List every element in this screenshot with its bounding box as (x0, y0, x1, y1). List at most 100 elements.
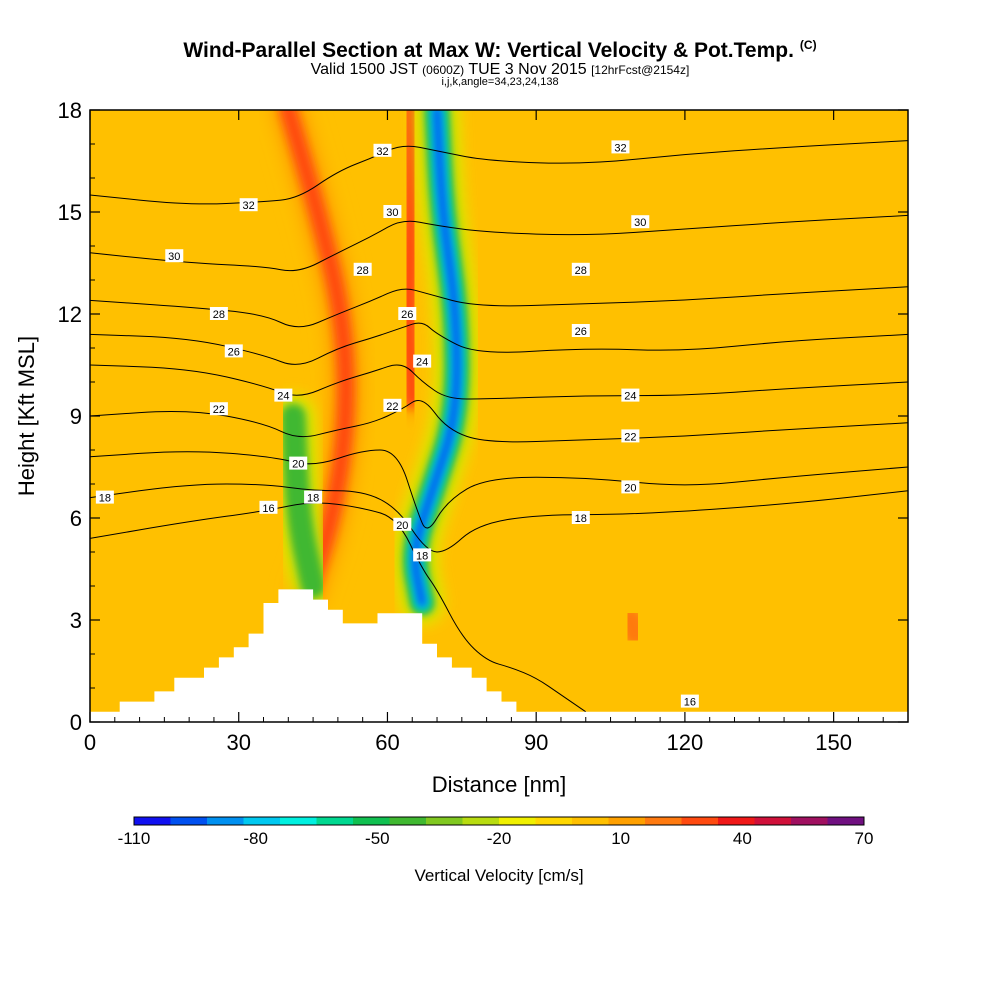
contour-label: 32 (243, 200, 255, 212)
colorbar-swatch (207, 817, 244, 825)
section-params: i,j,k,angle=34,23,24,138 (441, 76, 559, 88)
contour-label: 22 (386, 401, 398, 413)
colorbar-swatch (353, 817, 390, 825)
contour-label-box (621, 429, 640, 443)
contour-label-box (383, 205, 402, 218)
contour-label-box (304, 490, 323, 504)
copyright-mark: (C) (799, 38, 817, 52)
colorbar-swatch (280, 817, 317, 825)
contour-label-box (611, 140, 630, 154)
contour-label: 18 (575, 513, 587, 525)
updraft-band-2-level-2 (619, 609, 647, 645)
chart-title: Wind-Parallel Section at Max W: Vertical… (183, 38, 817, 62)
contour-label-box (209, 307, 228, 320)
contour-label: 26 (575, 326, 587, 338)
contour-label-box (571, 511, 590, 524)
contour-label-box (398, 307, 417, 320)
y-tick-label: 3 (70, 608, 82, 633)
y-axis-label: Height [Kft MSL] (14, 336, 39, 496)
downdraft-band-1-level-2 (281, 404, 326, 598)
contour-label-box (621, 480, 640, 494)
contour-label-box (571, 262, 590, 276)
contour-label-box (393, 517, 412, 531)
colorbar-frame (133, 816, 865, 826)
contour-label: 20 (624, 482, 636, 494)
colorbar-tick-label: -20 (487, 829, 512, 848)
contour-label: 18 (307, 493, 319, 505)
contour-label-box (413, 548, 432, 562)
valid-utc: (0600Z) (422, 63, 465, 77)
x-tick-label: 30 (226, 730, 250, 755)
contour-label-box (353, 262, 372, 276)
contour-label: 30 (634, 217, 646, 229)
isentrope-24 (90, 364, 908, 400)
colorbar-tick-label: -110 (118, 829, 151, 848)
colorbar-swatch (316, 817, 354, 825)
contour-label: 28 (575, 265, 587, 277)
y-tick-label: 9 (70, 404, 82, 429)
contour-label: 24 (624, 391, 636, 403)
contour-label: 32 (376, 146, 388, 158)
isentrope-30 (90, 214, 908, 272)
contour-label-box (631, 215, 650, 229)
plot-area: 32 32 32 30 30 30 28 28 28 26 26 26 24 24 24 22 22 22 20 20… (89, 109, 909, 723)
contour-label: 16 (684, 697, 696, 709)
contour-label-box (373, 143, 392, 157)
x-axis-label: Distance [nm] (432, 772, 567, 797)
contour-label: 30 (168, 251, 180, 263)
contour-label: 26 (228, 346, 240, 358)
contour-label: 18 (416, 550, 428, 562)
contour-label-box (289, 456, 308, 470)
contour-label-box (680, 694, 699, 708)
contour-label-box (239, 198, 258, 212)
forecast-tag: [12hrFcst@2154z] (591, 63, 690, 77)
contour-label: 16 (262, 503, 274, 515)
contour-label-box (621, 388, 640, 402)
colorbar-swatch (718, 817, 755, 825)
updraft-band-1-level-3 (402, 110, 419, 405)
colorbar-swatch (572, 817, 609, 825)
isentrope-16 (90, 502, 587, 713)
x-tick-label: 120 (667, 730, 704, 755)
colorbar-tick-label: 10 (611, 829, 630, 848)
colorbar-tick-label: 70 (855, 829, 874, 848)
isentrope-20 (90, 449, 908, 529)
colorbar-tick-label: -80 (243, 829, 268, 848)
contour-label: 30 (386, 207, 398, 219)
colorbar-swatch (791, 817, 828, 825)
isentrope-22 (90, 399, 908, 443)
contour-label: 28 (213, 309, 225, 321)
x-tick-label: 150 (815, 730, 852, 755)
y-tick-label: 6 (70, 506, 82, 531)
colorbar-swatch (462, 817, 500, 825)
y-tick-label: 18 (58, 98, 82, 123)
colorbar-swatch (608, 817, 646, 825)
contour-label: 18 (99, 493, 111, 505)
colorbar-swatch (827, 817, 865, 825)
colorbar-swatch (243, 817, 281, 825)
contour-label: 22 (624, 431, 636, 443)
colorbar-swatch (645, 817, 682, 825)
contour-label: 28 (357, 265, 369, 277)
updraft-band-0-level-3 (282, 110, 352, 599)
contour-label-box (95, 490, 114, 504)
contour-label: 32 (614, 142, 626, 154)
x-tick-label: 60 (375, 730, 399, 755)
isentrope-32 (90, 140, 908, 205)
contour-label: 24 (416, 357, 428, 369)
contour-label: 20 (292, 459, 304, 471)
isentrope-18 (90, 483, 908, 553)
contour-label-box (571, 324, 590, 337)
downdraft-band-0-level-5 (412, 110, 461, 607)
colorbar-tick-label: -50 (365, 829, 390, 848)
colorbar-swatch (754, 817, 792, 825)
contour-label-box (383, 398, 402, 412)
contour-label: 20 (396, 520, 408, 532)
colorbar-swatch (134, 817, 171, 825)
y-tick-label: 15 (58, 200, 82, 225)
contour-label-box (413, 354, 432, 368)
colorbar-tick-label: 40 (733, 829, 752, 848)
colorbar-swatch (681, 817, 719, 825)
colorbar-swatch (535, 817, 573, 825)
